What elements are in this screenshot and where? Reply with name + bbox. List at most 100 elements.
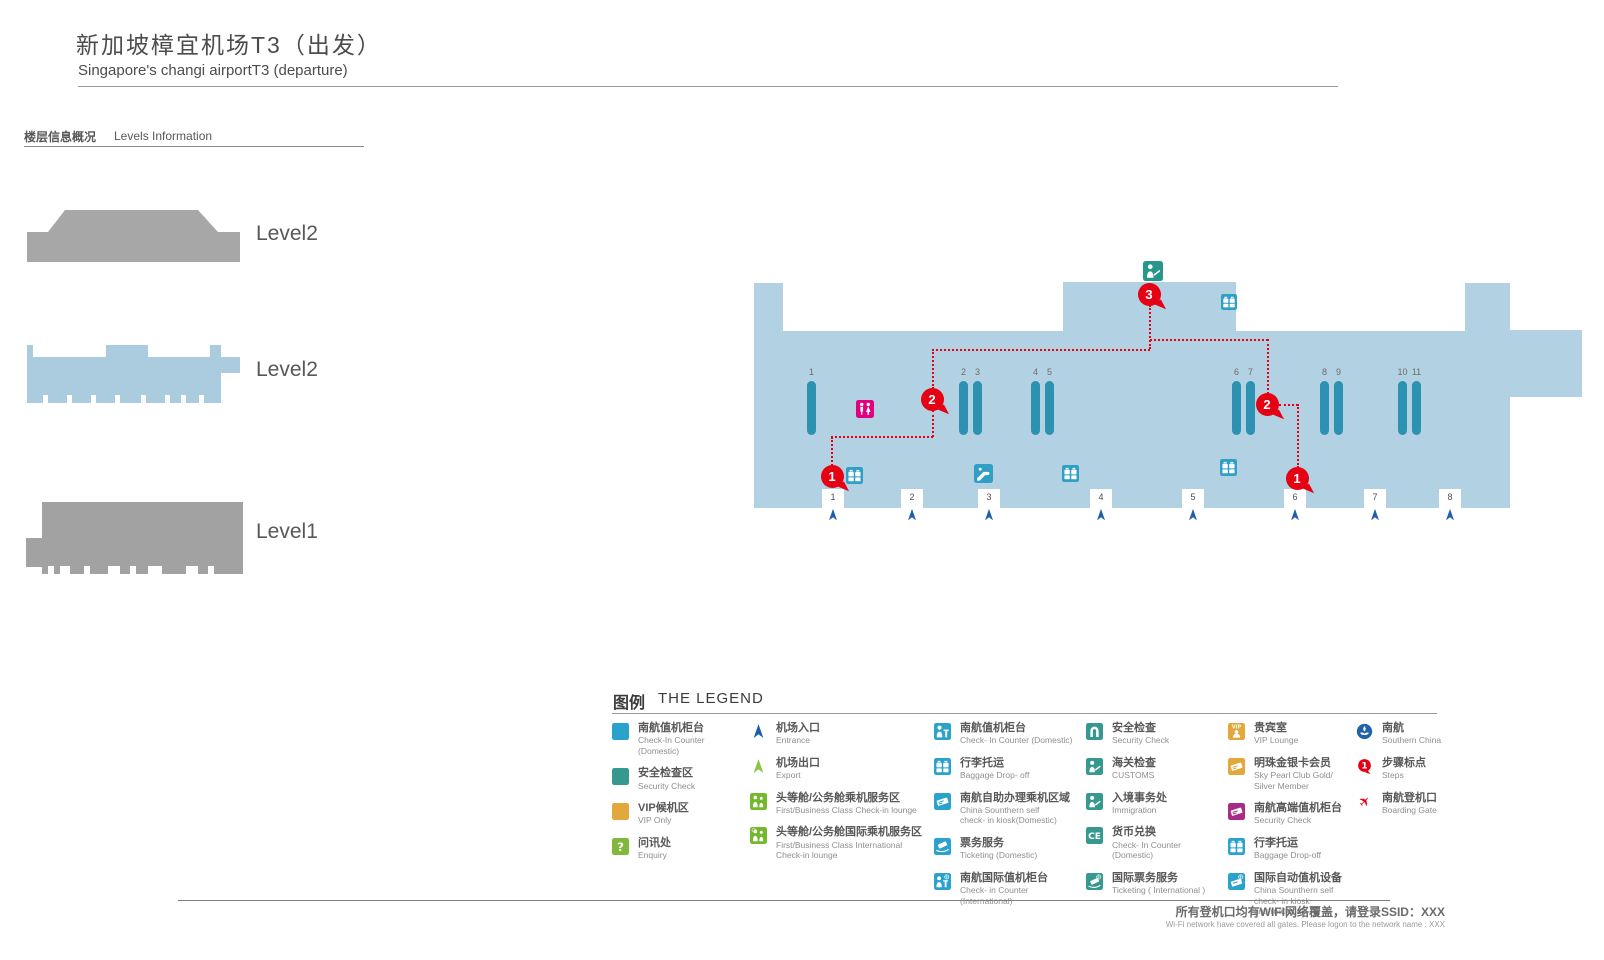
premium-check-in-counter-icon — [1228, 803, 1245, 821]
legend-label-zh: 问讯处 — [638, 837, 671, 850]
legend-entry: CE 货币兑换 Check- In Counter (Domestic) — [1086, 826, 1224, 860]
baggage-drop-icon — [1220, 459, 1237, 476]
legend-label-zh: 入境事务处 — [1112, 791, 1167, 804]
legend-label-zh: 票务服务 — [960, 837, 1004, 850]
legend-entry: 海关检查 CUSTOMS — [1086, 757, 1224, 781]
baggage-drop-icon — [846, 467, 863, 484]
route-segment — [932, 349, 1150, 351]
legend-entry: 南航 Southern China — [1356, 722, 1471, 746]
baggage-drop-off-2-icon — [1228, 838, 1245, 856]
route-segment — [831, 437, 833, 470]
step-marker: 1 — [820, 464, 844, 488]
ticketing-domestic-icon — [934, 838, 951, 856]
security-check-icon — [1143, 261, 1163, 281]
check-in-island-number: 5 — [1046, 367, 1052, 377]
legend-label-en: First/Business Class International Check… — [776, 839, 903, 861]
legend-label-en: CUSTOMS — [1112, 770, 1155, 780]
legend-label-zh: 头等舱/公务舱国际乘机服务区 — [776, 826, 923, 839]
legend-entry: 南航高端值机柜台 Security Check — [1228, 802, 1350, 826]
check-in-island-number: 4 — [1032, 367, 1038, 377]
escalator-icon — [974, 464, 993, 483]
legend-entry: 机场入口 Entrance — [750, 722, 925, 746]
svg-text:CE: CE — [1088, 832, 1101, 842]
entrance-arrow-icon — [1094, 508, 1108, 522]
legend-label-en: Check- In Counter (Domestic) — [960, 735, 1073, 746]
entrance-arrow-icon — [826, 508, 840, 522]
legend-column: 机场入口 Entrance 机场出口 Export 头等舱/公务舱乘机服务区 First/… — [750, 722, 925, 861]
legend-entry-text: 行李托运 Baggage Drop-off — [1254, 837, 1321, 861]
legend-label-zh: 步骤标点 — [1382, 756, 1426, 769]
entrance-arrow-icon — [1368, 508, 1382, 522]
legend-entry-text: 票务服务 Ticketing (Domestic) — [960, 837, 1037, 861]
legend-entry-text: 入境事务处 Immigration — [1112, 792, 1167, 816]
entrance-arrow-icon — [905, 508, 919, 522]
baggage-drop-off-icon — [934, 757, 951, 775]
legend-entry: 机场出口 Export — [750, 757, 925, 781]
legend-entry: 行李托运 Baggage Drop-off — [1228, 837, 1350, 861]
levels-section-label-en: Levels Information — [114, 129, 213, 143]
check-in-island-number: 8 — [1321, 367, 1327, 377]
legend-label-en: First/Business Class Check-in lounge — [776, 804, 917, 815]
check-in-island — [1334, 381, 1343, 435]
legend-entry: 南航值机柜台 Check- In Counter (Domestic) — [934, 722, 1079, 746]
legend-entry-text: 南航 Southern China — [1382, 722, 1441, 746]
legend-entry: 南航值机柜台 Check-In Counter (Domestic) — [612, 722, 742, 756]
security-check-area-icon — [612, 768, 629, 786]
check-in-island-number: 3 — [974, 367, 980, 377]
legend-label-zh: 南航 — [1382, 722, 1404, 734]
legend-label-zh: VIP候机区 — [638, 802, 689, 815]
check-in-island-number: 9 — [1335, 367, 1341, 377]
entrance-arrow-icon — [1288, 508, 1302, 522]
levels-divider — [24, 146, 364, 147]
legend-title-en: THE LEGEND — [658, 690, 764, 707]
level-shape-upper — [27, 210, 240, 262]
legend-label-en: Security Check — [638, 780, 696, 791]
customs-icon — [1086, 757, 1103, 775]
legend-entry: 头等舱/公务舱国际乘机服务区 First/Business Class Inter… — [750, 826, 925, 860]
legend-entry: 安全检查 Security Check — [1086, 722, 1224, 746]
legend-label-zh: 贵宾室 — [1254, 722, 1287, 734]
legend-column: 安全检查 Security Check 海关检查 CUSTOMS 入境事务处 Immigr… — [1086, 722, 1224, 896]
legend-entry-text: 机场出口 Export — [776, 757, 820, 781]
check-in-island — [807, 381, 816, 435]
check-in-island-number: 10 — [1397, 367, 1408, 377]
legend-label-en: Check-In Counter (Domestic) — [638, 735, 705, 756]
legend-label-en: VIP Lounge — [1254, 735, 1299, 746]
legend-entry-text: 货币兑换 Check- In Counter (Domestic) — [1112, 826, 1224, 860]
wifi-notice-zh: 所有登机口均有WIFI网络覆盖，请登录SSID：XXX — [1175, 905, 1445, 919]
check-in-island — [959, 381, 968, 435]
entrance-notch: 1 — [822, 489, 844, 508]
legend-entry: ✈ 南航登机口 Boarding Gate — [1355, 792, 1471, 816]
legend-entry: 头等舱/公务舱乘机服务区 First/Business Class Check-i… — [750, 792, 925, 816]
airport-exit-icon — [750, 758, 767, 775]
legend-entry-text: 南航高端值机柜台 Security Check — [1254, 802, 1342, 826]
check-in-island-number: 7 — [1247, 367, 1253, 377]
legend-entry-text: 行李托运 Baggage Drop- off — [960, 757, 1029, 781]
legend-label-en: Entrance — [776, 735, 811, 746]
legend-label-zh: 南航自助办理乘机区域 — [960, 791, 1070, 804]
legend-entry: 国际票务服务 Ticketing ( International ) — [1086, 872, 1224, 896]
legend-label-zh: 安全检查 — [1112, 722, 1156, 734]
first-business-checkin-lounge-icon — [750, 792, 767, 810]
legend-entry-text: 南航值机柜台 Check- In Counter (Domestic) — [960, 722, 1072, 746]
check-in-island — [1320, 381, 1329, 435]
entrance-notch: 3 — [978, 489, 1000, 508]
china-southern-logo-icon — [1356, 723, 1373, 740]
baggage-drop-icon — [1221, 294, 1237, 310]
legend-entry: 安全检查区 Security Check — [612, 767, 742, 791]
legend-entry-text: 南航自助办理乘机区域 China Sounthern self check- in … — [960, 792, 1070, 826]
legend-label-zh: 货币兑换 — [1112, 826, 1156, 839]
header-divider — [78, 86, 1338, 87]
legend-label-en: Ticketing ( International ) — [1112, 885, 1206, 896]
levels-section-label-zh: 楼层信息概况 — [24, 130, 97, 144]
legend-entry: 1 步骤标点 Steps — [1356, 757, 1471, 781]
check-in-island — [1031, 381, 1040, 435]
legend-column: VIP 贵宾室 VIP Lounge 明珠金银卡会员 Sky Pearl Club Go… — [1228, 722, 1350, 917]
legend-label-zh: 机场出口 — [776, 756, 820, 769]
legend-label-en: Baggage Drop- off — [960, 770, 1030, 780]
check-in-island — [1412, 381, 1421, 435]
legend-entry: 明珠金银卡会员 Sky Pearl Club Gold/Silver Member — [1228, 757, 1350, 791]
legend-label-zh: 南航国际值机柜台 — [960, 871, 1048, 884]
legend-label-zh: 南航值机柜台 — [638, 722, 704, 734]
